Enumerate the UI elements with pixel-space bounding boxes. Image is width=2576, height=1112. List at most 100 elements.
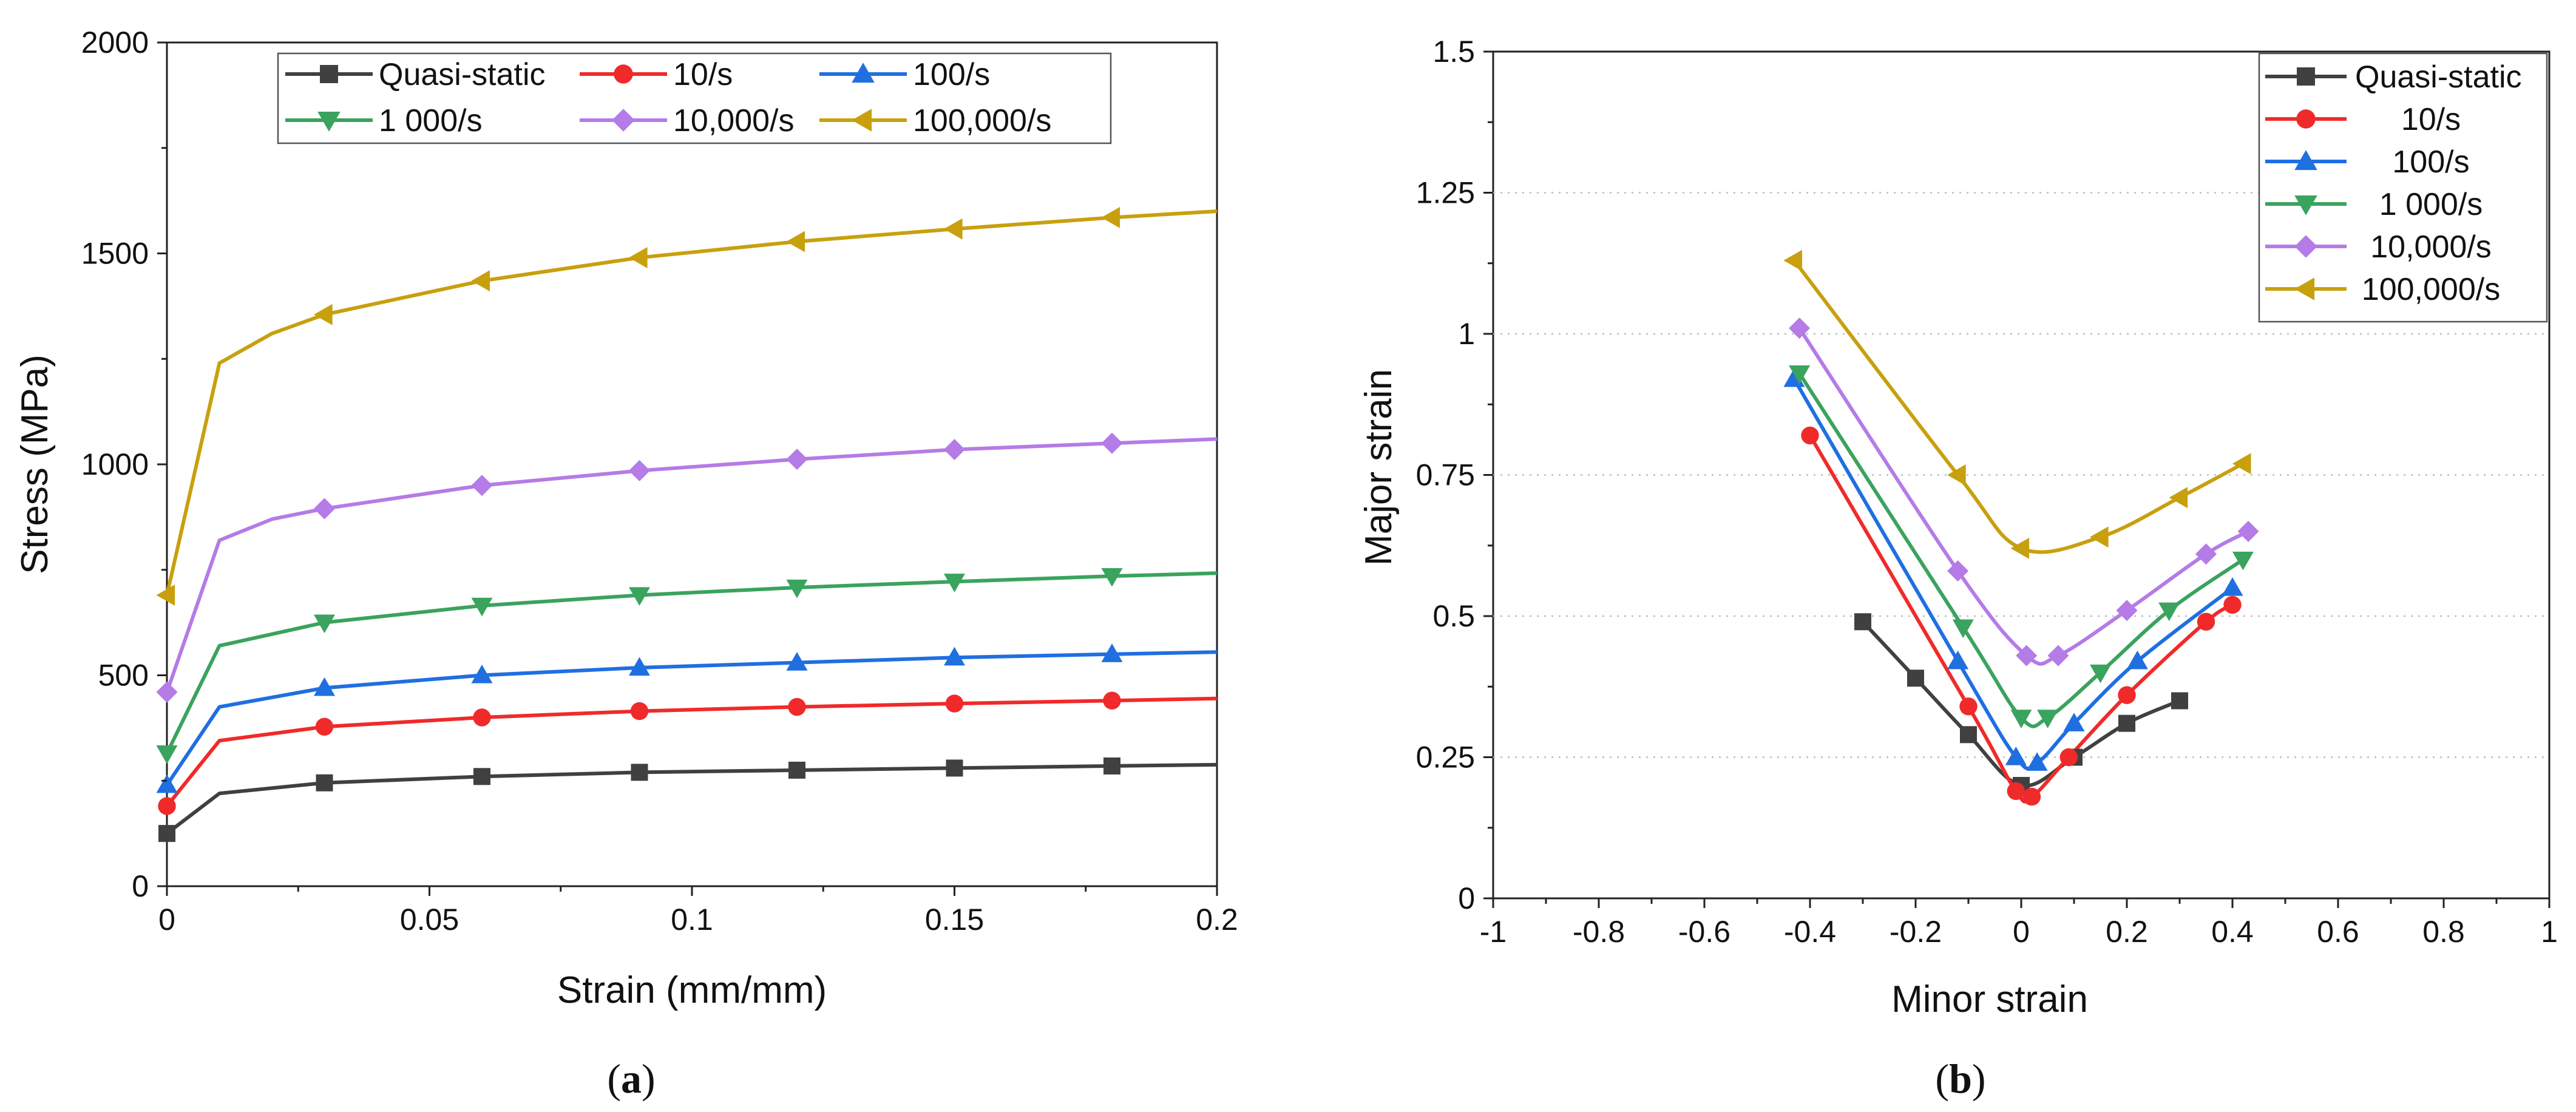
data-point-quasi-static (1854, 613, 1871, 631)
data-point-10000-per-s (1101, 432, 1123, 454)
data-point-1-000-per-s (2158, 602, 2180, 622)
legend-marker-100-per-s (2294, 150, 2317, 171)
data-point-100000-per-s (629, 246, 648, 268)
chart-a-series-markers (156, 206, 1123, 842)
data-point-100-per-s (2126, 650, 2148, 670)
chart-b-x-axis-label: Minor strain (1891, 978, 2088, 1020)
chart-a-caption-letter: a (621, 1056, 642, 1102)
data-point-100000-per-s (1101, 206, 1120, 228)
chart-a-y-axis-label: Stress (MPa) (14, 354, 56, 574)
legend-marker-1-000-per-s (2294, 195, 2317, 215)
legend-label: Quasi-static (2355, 59, 2522, 95)
data-point-quasi-static (1103, 757, 1120, 775)
data-point-1-000-per-s (629, 587, 650, 606)
chart-a-stress-strain: 0 0.05 0.1 0.15 0.2 0 500 1000 1500 2000 Strain … (14, 25, 1238, 1102)
chart-b-legend-box (2258, 52, 2548, 323)
legend-entry-10-per-s: 10/s (2265, 102, 2461, 137)
legend-entry-10-per-s: 10/s (580, 57, 733, 92)
data-point-100000-per-s (2010, 537, 2030, 559)
data-point-10-per-s (2118, 686, 2136, 704)
legend-label: 1 000/s (379, 103, 483, 138)
b-x-tick-label: -0.2 (1890, 915, 1942, 949)
data-point-quasi-static (1960, 726, 1977, 744)
data-point-10000-per-s (2116, 600, 2138, 622)
data-point-100-per-s (314, 677, 335, 696)
a-y-tick-label: 1500 (81, 237, 149, 271)
b-x-tick-label: 0.8 (2422, 915, 2465, 949)
chart-b-caption-letter: b (1949, 1056, 1972, 1102)
data-point-1-000-per-s (471, 597, 493, 617)
chart-a-legend: Quasi-static 10/s 100/s 1 000/s 10,000/s (277, 52, 1112, 144)
data-point-quasi-static (316, 774, 333, 792)
legend-entry-quasi-static: Quasi-static (285, 57, 546, 92)
data-point-10-per-s (2197, 612, 2215, 631)
data-point-10-per-s (1959, 697, 1978, 716)
data-point-10000-per-s (629, 459, 650, 481)
data-point-100-per-s (786, 652, 808, 671)
legend-entry-100000-per-s: 100,000/s (819, 103, 1051, 138)
data-point-1-000-per-s (2010, 710, 2032, 728)
legend-label: 100,000/s (2362, 272, 2500, 307)
data-point-10-per-s (2022, 787, 2041, 806)
data-point-100-per-s (2026, 752, 2048, 771)
data-point-100000-per-s (2232, 453, 2251, 475)
chart-b-y-axis-label: Major strain (1358, 369, 1400, 566)
data-point-quasi-static (946, 759, 963, 777)
legend-entry-10000-per-s: 10,000/s (2265, 229, 2492, 265)
chart-b-caption: (b) (1935, 1056, 1985, 1102)
legend-label: 100/s (913, 57, 990, 92)
b-y-tick-label: 0.25 (1416, 741, 1475, 775)
legend-label: 10/s (673, 57, 733, 92)
b-y-tick-label: 0.5 (1432, 599, 1475, 633)
data-point-1-000-per-s (786, 579, 808, 598)
data-point-10000-per-s (1947, 560, 1969, 582)
data-point-10-per-s (945, 694, 964, 713)
legend-entry-1000-per-s: 1 000/s (285, 103, 483, 138)
data-point-quasi-static (2171, 692, 2188, 710)
data-point-100000-per-s (1947, 464, 1966, 486)
data-point-100-per-s (156, 774, 178, 793)
data-point-10-per-s (473, 708, 491, 727)
b-x-tick-label: 0 (2013, 915, 2030, 949)
chart-a-x-axis-label: Strain (mm/mm) (557, 969, 827, 1011)
legend-label: 100/s (2392, 144, 2469, 180)
data-point-100000-per-s (2090, 526, 2109, 548)
legend-label: 1 000/s (2379, 187, 2483, 222)
data-point-10000-per-s (2047, 645, 2069, 666)
chart-a-caption: (a) (607, 1056, 655, 1102)
data-point-100000-per-s (1783, 249, 1803, 271)
b-y-tick-label: 1.25 (1416, 176, 1475, 210)
data-point-100-per-s (1101, 643, 1123, 662)
data-point-quasi-static (473, 768, 490, 785)
data-point-10-per-s (2059, 748, 2078, 767)
data-point-100-per-s (1947, 650, 1969, 670)
legend-label: 100,000/s (913, 103, 1051, 138)
legend-marker-100000-per-s (852, 109, 872, 132)
data-point-10-per-s (2223, 595, 2242, 614)
legend-entry-1000-per-s: 1 000/s (2265, 187, 2483, 222)
legend-marker-quasi-static (2297, 67, 2315, 86)
legend-marker-quasi-static (320, 65, 338, 83)
data-point-100000-per-s (471, 270, 490, 292)
data-point-100-per-s (944, 646, 965, 666)
data-point-quasi-static (2118, 714, 2135, 732)
legend-marker-10000-per-s (2294, 235, 2317, 258)
data-point-10000-per-s (2237, 521, 2259, 542)
b-x-tick-label: 0.2 (2106, 915, 2148, 949)
legend-entry-quasi-static: Quasi-static (2265, 59, 2522, 95)
chart-b-gridlines (1493, 192, 2549, 758)
data-point-10000-per-s (156, 681, 178, 703)
data-point-100-per-s (2005, 747, 2027, 765)
data-point-10000-per-s (944, 439, 965, 461)
data-point-1-000-per-s (1101, 568, 1123, 587)
a-y-tick-label: 500 (98, 659, 149, 693)
legend-marker-100000-per-s (2294, 277, 2315, 300)
data-point-10-per-s (630, 702, 649, 720)
data-point-100000-per-s (314, 303, 333, 325)
legend-label: 10,000/s (2370, 229, 2492, 265)
data-point-quasi-static (631, 764, 648, 781)
data-point-10000-per-s (1789, 317, 1811, 339)
series-line-10000-per-s (165, 437, 1218, 693)
data-point-100000-per-s (944, 218, 963, 240)
data-point-1-000-per-s (2232, 551, 2254, 571)
